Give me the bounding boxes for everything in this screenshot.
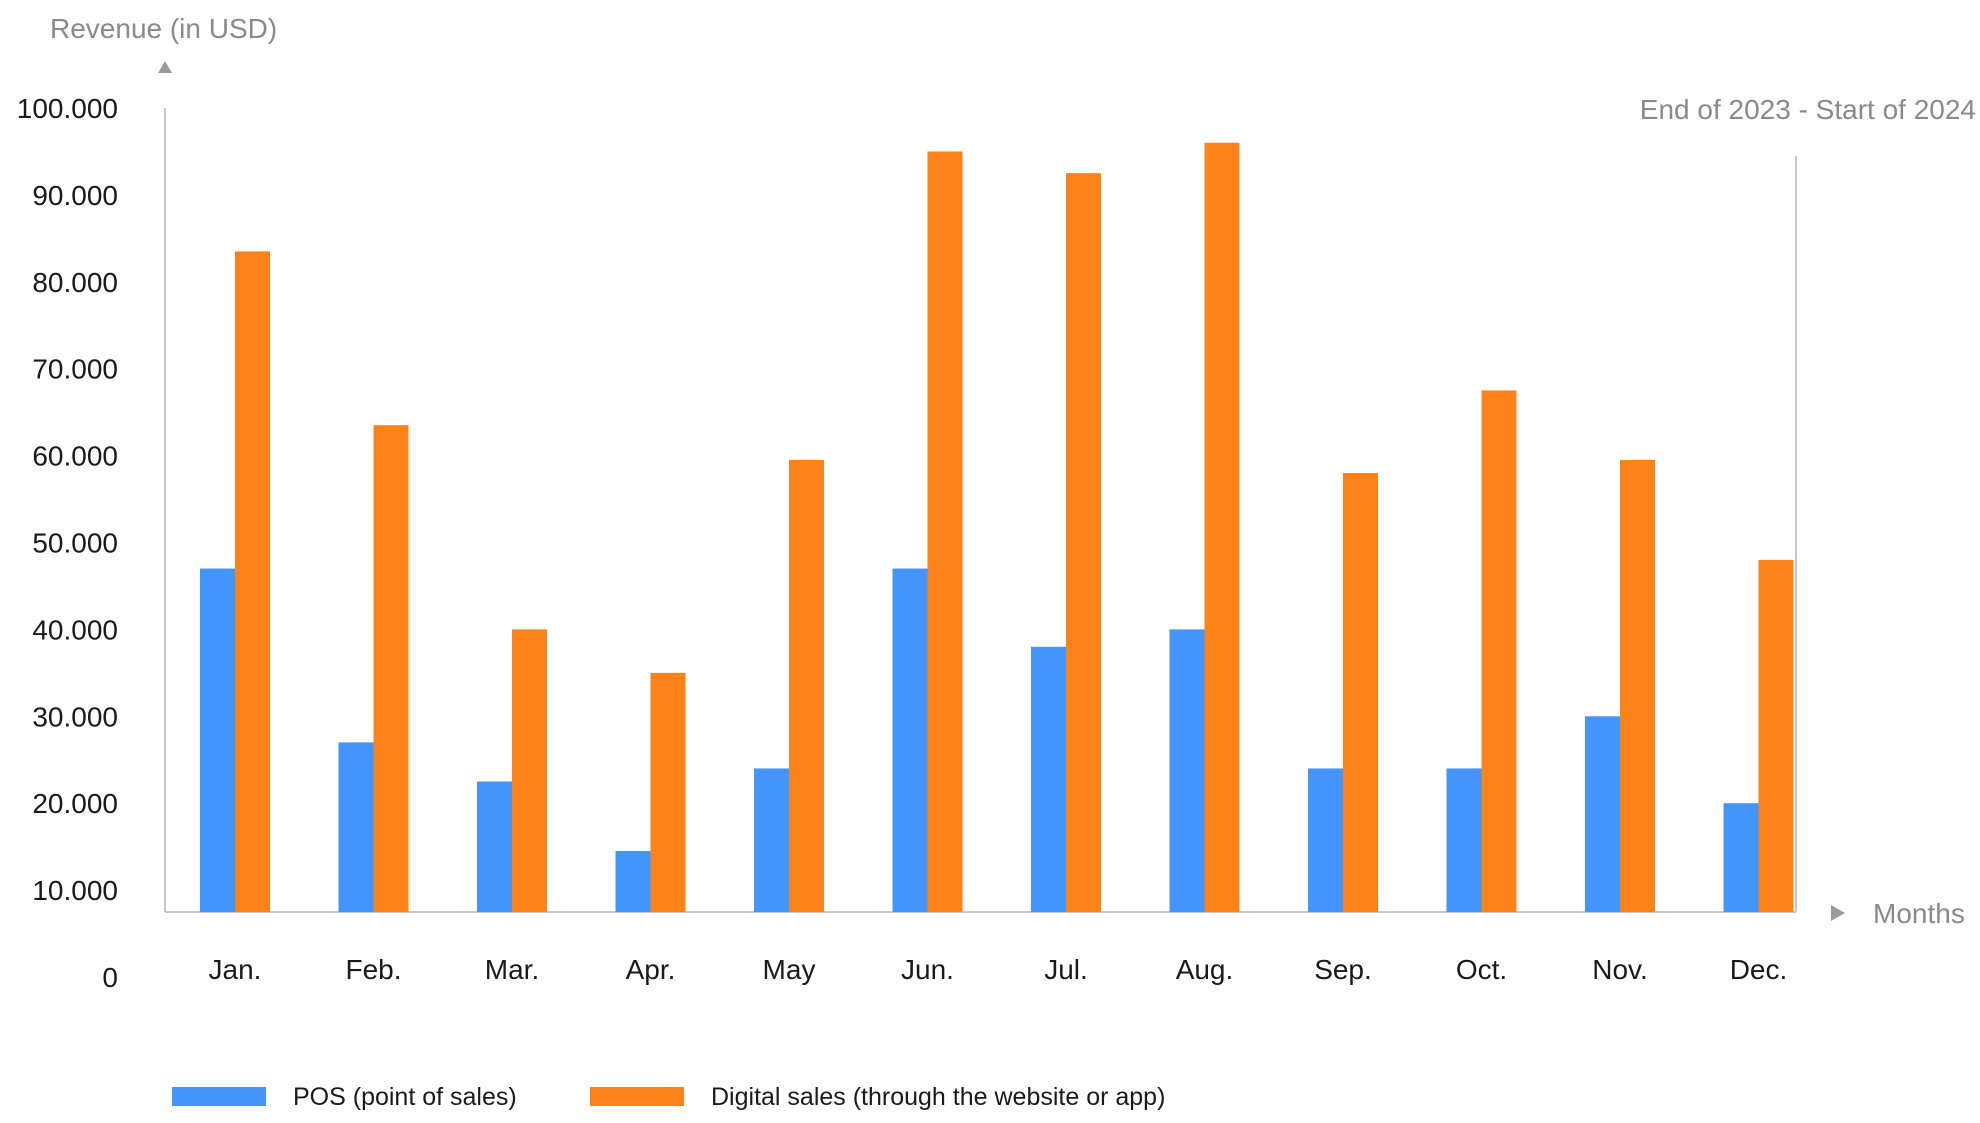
bar-pos [200,568,235,912]
bar-digital-sales [1758,559,1794,912]
y-axis-arrow-icon [158,61,172,73]
y-tick-label: 80.000 [32,267,118,298]
y-tick-label: 0 [102,962,118,993]
bar-digital-sales [1204,142,1240,912]
category-labels: Jan. Feb. Mar. Apr. May Jun. Jul. Aug. Sep. Oct. N… [209,954,1788,985]
bar-digital-sales [512,629,547,912]
y-tick-label: 90.000 [32,180,118,211]
bar-pos [1308,768,1343,912]
chart-subtitle: End of 2023 - Start of 2024 [1640,94,1976,125]
y-tick-label: 30.000 [32,701,118,732]
bar-pos [1585,716,1620,912]
x-axis-arrow-icon [1831,905,1845,921]
legend-label: Digital sales (through the website or ap… [711,1083,1165,1111]
y-axis-label: Revenue (in USD) [50,13,277,44]
bar-pos [1446,768,1482,912]
bar-pos [1031,646,1066,912]
bar-marks [200,142,1794,913]
legend: POS (point of sales) Digital sales (throu… [172,1083,1165,1111]
bar-digital-sales [789,459,824,912]
y-tick-label: 60.000 [32,441,118,472]
bar-digital-sales [235,251,270,912]
x-tick-label: Jan. [209,954,262,985]
bar-digital-sales [373,425,409,912]
legend-swatch [172,1087,266,1106]
x-tick-label: May [763,954,816,985]
y-tick-label: 20.000 [32,788,118,819]
x-tick-label: Mar. [485,954,539,985]
bar-digital-sales [1481,390,1517,912]
y-tick-label: 100.000 [17,93,118,124]
bar-pos [892,568,928,912]
y-tick-label: 10.000 [32,875,118,906]
x-tick-label: Dec. [1730,954,1788,985]
x-tick-label: Oct. [1456,954,1507,985]
bar-digital-sales [1066,173,1101,913]
bar-pos [615,850,651,912]
bar-digital-sales [927,151,963,912]
x-tick-label: Apr. [626,954,676,985]
legend-swatch [590,1087,684,1106]
bar-pos [754,768,789,912]
bar-digital-sales [650,672,686,912]
x-tick-label: Aug. [1176,954,1234,985]
bar-pos [338,742,374,912]
bar-pos [477,781,512,912]
bar-pos [1169,629,1205,912]
x-tick-label: Nov. [1592,954,1648,985]
bar-digital-sales [1343,472,1378,912]
bar-pos [1723,803,1759,912]
x-tick-label: Sep. [1314,954,1372,985]
y-tick-label: 40.000 [32,614,118,645]
y-tick-label: 50.000 [32,528,118,559]
y-tick-label: 70.000 [32,354,118,385]
legend-label: POS (point of sales) [293,1083,517,1111]
y-tick-labels: 0 10.000 20.000 30.000 40.000 50.000 60.000 70.… [17,93,118,993]
x-tick-label: Jul. [1044,954,1088,985]
x-axis-label: Months [1873,898,1965,929]
x-tick-label: Feb. [345,954,401,985]
bar-digital-sales [1620,459,1655,912]
x-tick-label: Jun. [901,954,954,985]
